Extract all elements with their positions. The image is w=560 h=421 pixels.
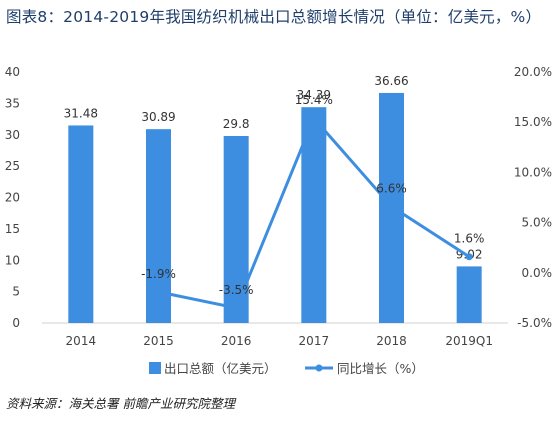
x-tick-label: 2019Q1 [445,334,493,348]
line-value-label: 15.4% [295,93,333,107]
line-value-labels: -1.9% -3.5% 15.4% 6.6% 1.6% [141,93,484,297]
x-tick-label: 2014 [66,334,97,348]
y-right-tick-label: 15.0% [514,115,552,129]
legend-line-label: 同比增长（%） [337,361,424,376]
line-value-label: -3.5% [219,283,254,297]
line-point [310,114,318,122]
y-axis-right: -5.0% 0.0% 5.0% 10.0% 15.0% 20.0% [514,65,552,330]
y-left-tick-label: 0 [12,316,20,330]
y-left-tick-label: 35 [5,96,20,110]
y-left-tick-label: 40 [5,65,20,79]
bar-value-label: 36.66 [374,74,408,88]
y-axis-left: 0 5 10 15 20 25 30 35 40 [5,65,20,330]
y-right-tick-label: 20.0% [514,65,552,79]
chart-title: 图表8：2014-2019年我国纺织机械出口总额增长情况（单位：亿美元，%） [6,8,542,26]
bar [68,125,94,323]
bar-series [68,92,482,324]
bar [301,107,327,323]
x-tick-label: 2015 [143,334,174,348]
bar-value-label: 34.39 [297,88,331,102]
legend-bar-swatch [149,362,161,374]
bar-value-label: 30.89 [141,110,175,124]
line-value-label: -1.9% [141,267,176,281]
x-tick-label: 2018 [376,334,407,348]
y-left-tick-label: 25 [5,159,20,173]
legend-line-marker [315,364,323,372]
y-left-tick-label: 30 [5,128,20,142]
legend-bar-label: 出口总额（亿美元） [164,361,277,376]
y-left-tick-label: 5 [12,285,20,299]
bar [456,266,482,323]
line-point [465,253,473,261]
bar-value-label: 29.8 [223,117,250,131]
line-point [388,203,395,211]
legend: 出口总额（亿美元） 同比增长（%） [149,361,424,376]
line-series [155,114,473,312]
y-right-tick-label: -5.0% [517,316,552,330]
y-left-tick-label: 20 [5,191,20,205]
source-note: 资料来源：海关总署 前瞻产业研究院整理 [6,396,235,411]
x-axis: 2014 2015 2016 2017 2018 2019Q1 [42,322,508,348]
y-right-tick-label: 5.0% [522,216,553,230]
bar [223,136,249,323]
y-left-tick-label: 15 [5,222,20,236]
x-tick-label: 2017 [299,334,330,348]
line-value-label: 6.6% [376,182,407,196]
y-left-tick-label: 10 [5,253,20,267]
line-value-label: 1.6% [454,232,485,246]
y-right-tick-label: 10.0% [514,165,552,179]
y-right-tick-label: 0.0% [522,266,553,280]
line-point [232,304,240,312]
x-tick-label: 2016 [221,334,252,348]
line-point [155,288,162,296]
bar-value-label: 31.48 [64,106,98,120]
